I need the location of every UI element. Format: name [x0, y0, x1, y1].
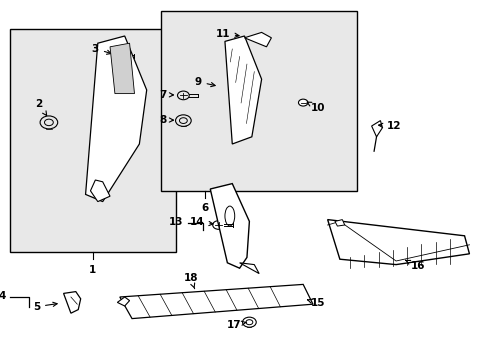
Polygon shape — [371, 121, 382, 137]
Text: 13: 13 — [168, 217, 183, 228]
Polygon shape — [120, 284, 312, 319]
Polygon shape — [63, 292, 81, 313]
Text: 10: 10 — [306, 102, 325, 113]
Text: 11: 11 — [215, 29, 239, 39]
Text: 16: 16 — [405, 260, 425, 271]
Polygon shape — [90, 180, 110, 202]
Text: 15: 15 — [307, 298, 325, 308]
Text: 2: 2 — [36, 99, 46, 116]
Bar — [10, 29, 176, 252]
Text: 6: 6 — [202, 203, 208, 213]
Text: 8: 8 — [159, 115, 173, 125]
Polygon shape — [239, 263, 259, 274]
Text: 1: 1 — [89, 265, 96, 275]
Polygon shape — [224, 36, 261, 144]
Text: 3: 3 — [92, 44, 111, 54]
Text: 14: 14 — [189, 217, 213, 228]
Bar — [161, 11, 356, 191]
Polygon shape — [117, 297, 129, 306]
Text: 12: 12 — [378, 121, 401, 131]
Polygon shape — [110, 43, 134, 94]
Polygon shape — [244, 32, 271, 47]
Circle shape — [298, 99, 307, 106]
Text: 18: 18 — [183, 273, 198, 289]
Polygon shape — [210, 184, 249, 268]
Text: 9: 9 — [194, 77, 215, 87]
Text: 5: 5 — [33, 302, 57, 312]
Polygon shape — [327, 220, 468, 265]
Text: 4: 4 — [0, 291, 6, 301]
Text: 7: 7 — [159, 90, 173, 100]
Polygon shape — [85, 36, 146, 202]
Text: 17: 17 — [226, 320, 246, 330]
Polygon shape — [334, 220, 344, 226]
